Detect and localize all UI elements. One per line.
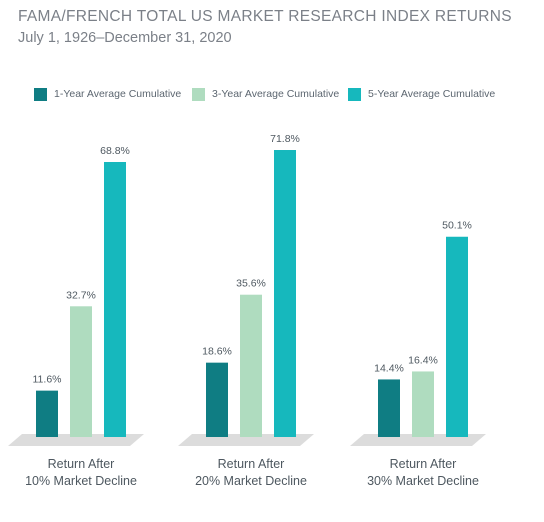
legend-item-3yr: 3-Year Average Cumulative: [192, 86, 339, 102]
bar: [206, 362, 228, 437]
legend-label-1yr: 1-Year Average Cumulative: [54, 88, 182, 100]
category-label: Return After: [48, 457, 115, 471]
legend-label-5yr: 5-Year Average Cumulative: [368, 88, 496, 100]
bar: [378, 379, 400, 437]
data-label: 71.8%: [270, 133, 300, 145]
data-label: 50.1%: [442, 220, 472, 232]
bar: [412, 371, 434, 437]
data-label: 11.6%: [33, 374, 62, 386]
category-label: Return After: [390, 457, 457, 471]
legend-item-1yr: 1-Year Average Cumulative: [34, 86, 181, 102]
bar: [240, 294, 262, 437]
data-label: 68.8%: [100, 145, 130, 157]
data-label: 14.4%: [374, 362, 404, 374]
data-label: 16.4%: [408, 354, 438, 366]
legend-swatch-3yr: [192, 87, 205, 101]
bar: [104, 162, 126, 437]
legend: 1-Year Average Cumulative 3-Year Average…: [0, 86, 544, 102]
bar: [446, 236, 468, 437]
category-label: 10% Market Decline: [25, 474, 137, 488]
data-label: 32.7%: [66, 289, 96, 301]
chart-title: FAMA/FRENCH TOTAL US MARKET RESEARCH IND…: [18, 8, 512, 25]
data-label: 18.6%: [202, 346, 232, 358]
bar: [70, 306, 92, 437]
bar: [36, 390, 58, 437]
data-label: 35.6%: [236, 278, 266, 290]
category-label: Return After: [218, 457, 285, 471]
legend-item-5yr: 5-Year Average Cumulative: [348, 86, 495, 102]
category-label: 30% Market Decline: [367, 474, 479, 488]
chart-subtitle: July 1, 1926–December 31, 2020: [18, 30, 232, 46]
legend-swatch-5yr: [348, 87, 361, 101]
legend-label-3yr: 3-Year Average Cumulative: [212, 88, 340, 100]
legend-swatch-1yr: [34, 87, 47, 101]
bar: [274, 150, 296, 437]
category-label: 20% Market Decline: [195, 474, 307, 488]
